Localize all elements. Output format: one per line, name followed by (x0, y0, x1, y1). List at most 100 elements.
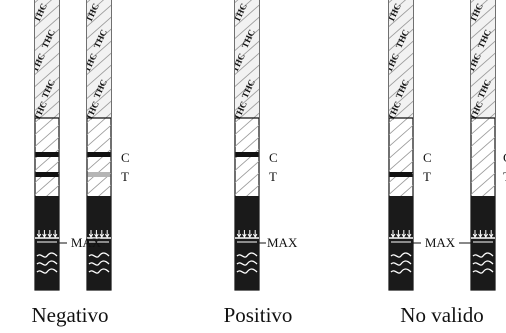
arrow-head (99, 233, 105, 238)
c-label: C (121, 150, 130, 165)
hatch-line (87, 148, 111, 172)
hatch-line (35, 100, 59, 124)
wave-line (36, 260, 58, 266)
hatch-line (389, 40, 413, 64)
control-line (35, 152, 59, 157)
arrow-head (406, 233, 412, 238)
hatch-line (389, 28, 413, 52)
hatch-line (235, 0, 253, 16)
hatch-line (471, 172, 495, 196)
c-label: C (423, 150, 432, 165)
thc-text: THC (230, 52, 247, 74)
hatch-line (471, 88, 495, 112)
caption-negativo: Negativo (31, 303, 109, 327)
wave-line (390, 252, 412, 258)
hatch-line (235, 52, 259, 76)
arrow-head (88, 233, 94, 238)
test-line (87, 172, 111, 177)
hatch-line (35, 0, 53, 16)
arrow-head (94, 233, 99, 238)
thc-text: THC (384, 52, 401, 74)
sample-pad (389, 196, 413, 290)
hatch-line (471, 148, 495, 172)
test-line (35, 172, 59, 177)
caption-no-valido: No valido (400, 303, 484, 327)
hatch-line (235, 16, 259, 40)
hatch-line (35, 160, 59, 184)
hatch-line (471, 0, 475, 4)
hatch-line (389, 16, 413, 40)
strips-layer: THCTHCTHCTHCTHCTHCTHCTHCTHCTHCTHCTHCTHCT… (30, 0, 506, 291)
arrow-head (472, 233, 478, 238)
arrow-head (247, 233, 253, 238)
arrow-head (42, 233, 47, 238)
test-line (389, 172, 413, 177)
sample-pad (471, 196, 495, 290)
arrow-head (236, 233, 242, 238)
arrow-head (47, 233, 53, 238)
hatch-line (471, 4, 495, 28)
hatch-line (35, 4, 59, 28)
wave-line (472, 260, 494, 266)
thc-text: THC (466, 52, 483, 74)
wave-line (236, 268, 258, 274)
hatch-line (35, 88, 59, 112)
caption-positivo: Positivo (223, 303, 293, 327)
wave-line (236, 252, 258, 258)
hatch-line (35, 172, 59, 196)
hatch-line (389, 148, 413, 172)
hatch-line (87, 28, 111, 52)
wave-line (88, 252, 110, 258)
hatch-line (35, 28, 59, 52)
control-line (235, 152, 259, 157)
hatch-line (87, 0, 105, 16)
hatch-line (471, 40, 495, 64)
hatch-line (87, 124, 111, 148)
c-label: C (503, 150, 506, 165)
hatch-line (235, 112, 259, 136)
wave-line (472, 252, 494, 258)
hatch-line (389, 136, 413, 160)
hatch-line (389, 124, 413, 148)
hatch-line (471, 136, 495, 160)
hatch-line (87, 52, 111, 76)
arrow-head (390, 233, 396, 238)
hatch-line (235, 88, 259, 112)
thc-text: THC (30, 52, 47, 74)
arrow-head (401, 233, 407, 238)
hatch-line (389, 172, 413, 196)
t-label: T (121, 169, 129, 184)
hatch-line (235, 40, 259, 64)
hatch-line (235, 28, 259, 52)
hatch-line (471, 64, 495, 88)
hatch-line (389, 100, 413, 124)
hatch-line (87, 64, 111, 88)
hatch-line (87, 40, 111, 64)
hatch-line (87, 100, 111, 124)
hatch-line (35, 52, 59, 76)
sample-pad (235, 196, 259, 290)
hatch-line (235, 0, 239, 4)
hatch-line (235, 64, 259, 88)
t-label: T (423, 169, 431, 184)
hatch-line (389, 52, 413, 76)
t-label: T (269, 169, 277, 184)
hatch-line (471, 76, 495, 100)
hatch-line (389, 88, 413, 112)
arrow-head (52, 233, 58, 238)
hatch-line (471, 124, 495, 148)
hatch-line (389, 4, 413, 28)
hatch-line (235, 148, 259, 172)
max-label: MAX (71, 235, 102, 250)
hatch-line (35, 148, 59, 172)
arrow-head (483, 233, 489, 238)
hatch-line (389, 76, 413, 100)
hatch-line (471, 160, 495, 184)
control-line (87, 152, 111, 157)
hatch-line (35, 112, 59, 136)
